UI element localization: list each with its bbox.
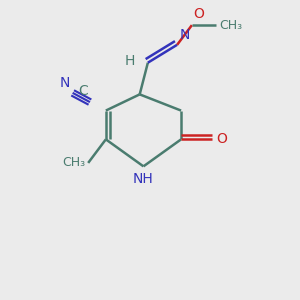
Text: NH: NH xyxy=(133,172,154,186)
Text: O: O xyxy=(194,7,204,21)
Text: H: H xyxy=(124,54,135,68)
Text: N: N xyxy=(60,76,70,90)
Text: CH₃: CH₃ xyxy=(62,156,86,170)
Text: N: N xyxy=(180,28,190,41)
Text: O: O xyxy=(216,132,227,146)
Text: C: C xyxy=(79,84,88,98)
Text: CH₃: CH₃ xyxy=(220,19,243,32)
